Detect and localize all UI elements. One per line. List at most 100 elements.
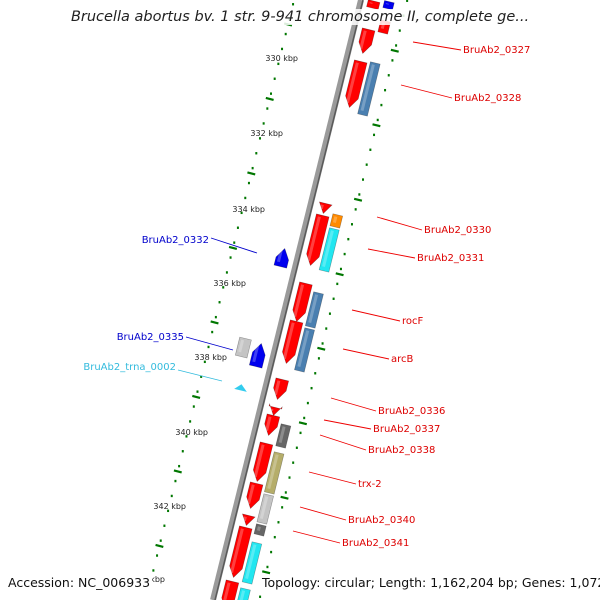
gene-label[interactable]: BruAb2_0336	[378, 406, 445, 417]
gene-block-0341[interactable]	[241, 541, 263, 585]
gene-label[interactable]: BruAb2_0331	[417, 253, 484, 264]
gene-arrow-0342[interactable]	[221, 579, 240, 600]
minor-tick	[218, 301, 221, 304]
gene-arrow-0341[interactable]	[229, 525, 253, 579]
gene-arrow-0336b[interactable]	[268, 402, 283, 417]
gene-arrow-0337[interactable]	[264, 413, 281, 437]
gene-block-0342[interactable]	[235, 587, 251, 600]
gene-arrow-arcb[interactable]	[282, 319, 304, 365]
label-leaders	[177, 41, 462, 544]
minor-tick	[203, 360, 206, 364]
gene-arrow-0338[interactable]	[252, 441, 274, 483]
gene-block-0337[interactable]	[275, 423, 292, 449]
gene-label[interactable]: BruAb2_0337	[373, 424, 440, 435]
gene-highlight	[360, 64, 375, 111]
leader-line	[308, 471, 357, 485]
minor-tick	[362, 178, 365, 181]
minor-tick	[211, 330, 214, 334]
gene-label[interactable]: trx-2	[358, 479, 382, 490]
gene-arrow-0328[interactable]	[345, 59, 368, 109]
genome-summary: Topology: circular; Length: 1,162,204 bp…	[262, 575, 600, 590]
gene-arrow-rocf[interactable]	[292, 281, 313, 323]
gene-label[interactable]: BruAb2_0328	[454, 93, 521, 104]
gene-arrow-0335[interactable]	[248, 342, 266, 369]
minor-tick	[178, 464, 181, 468]
minor-tick	[299, 431, 302, 435]
tick-label: 342 kbp	[153, 502, 186, 511]
gene-arrow-0336[interactable]	[273, 377, 289, 401]
major-tick	[353, 197, 363, 202]
minor-tick	[259, 595, 262, 598]
leader-line	[210, 237, 258, 254]
minor-tick	[395, 44, 398, 47]
minor-tick	[240, 211, 243, 215]
minor-tick	[284, 32, 287, 36]
gene-label[interactable]: BruAb2_0327	[463, 45, 530, 56]
tick-label: 338 kbp	[194, 353, 227, 362]
map-title: Brucella abortus bv. 1 str. 9-941 chromo…	[0, 9, 600, 25]
leader-line	[330, 397, 377, 412]
major-tick	[317, 346, 326, 351]
minor-tick	[343, 252, 346, 256]
gene-block-0331[interactable]	[318, 227, 340, 273]
gene-arrow-0330[interactable]	[306, 213, 330, 267]
gene-label[interactable]: BruAb2_0340	[348, 515, 415, 526]
leader-line	[177, 369, 223, 382]
gene-highlight	[239, 590, 246, 600]
minor-tick	[387, 74, 390, 77]
gene-label[interactable]: rocF	[402, 316, 424, 327]
gene-label[interactable]: BruAb2_0341	[342, 538, 409, 549]
minor-tick	[398, 29, 401, 32]
gene-arrow-trx2[interactable]	[246, 481, 264, 510]
gene-label[interactable]: BruAb2_trna_0002	[83, 362, 176, 373]
gene-label[interactable]: BruAb2_0332	[142, 235, 209, 246]
minor-tick	[384, 88, 387, 92]
major-tick	[210, 320, 219, 325]
major-tick	[335, 272, 344, 277]
trna-0002-glyph[interactable]	[234, 384, 247, 392]
gene-label[interactable]: BruAb2_0335	[117, 332, 184, 343]
gene-block-arcb[interactable]	[294, 327, 315, 373]
minor-tick	[152, 569, 155, 572]
gene-arrow-0329[interactable]	[318, 201, 333, 215]
minor-tick	[270, 550, 273, 554]
gene-label[interactable]: BruAb2_0330	[424, 225, 491, 236]
minor-tick	[225, 271, 228, 274]
minor-tick	[288, 476, 291, 479]
gene-block-0335[interactable]	[234, 336, 252, 359]
gene-highlight	[230, 528, 244, 574]
minor-tick	[174, 479, 177, 483]
gene-block-0330[interactable]	[329, 213, 344, 229]
minor-tick	[262, 122, 265, 125]
minor-tick	[167, 509, 170, 513]
minor-tick	[181, 450, 184, 453]
gene-arrow-0332[interactable]	[273, 247, 289, 269]
gene-block-trx2[interactable]	[256, 493, 274, 525]
gene-label[interactable]: arcB	[391, 354, 414, 365]
gene-highlight	[307, 216, 321, 262]
gene-block-rocf[interactable]	[304, 291, 324, 329]
gene-arrow-0327[interactable]	[358, 27, 376, 55]
minor-tick	[336, 282, 339, 286]
minor-tick	[292, 461, 295, 464]
minor-tick	[233, 241, 236, 244]
minor-tick	[247, 181, 250, 185]
leader-line	[323, 419, 372, 430]
leader-line	[299, 506, 347, 521]
gene-highlight	[256, 526, 261, 531]
gene-highlight	[242, 516, 247, 522]
gene-arrow-0340[interactable]	[241, 513, 256, 527]
tick-label: 340 kbp	[175, 428, 208, 437]
major-tick	[261, 570, 271, 575]
gene-block-0328[interactable]	[357, 61, 381, 117]
minor-tick	[406, 0, 409, 2]
minor-tick	[325, 327, 328, 330]
gene-highlight	[223, 582, 231, 600]
gene-block-0340[interactable]	[253, 523, 267, 537]
minor-tick	[214, 315, 217, 319]
gene-block-0338[interactable]	[264, 451, 285, 495]
minor-tick	[350, 223, 353, 226]
leader-line	[367, 248, 416, 259]
gene-label[interactable]: BruAb2_0338	[368, 445, 435, 456]
gene-features	[221, 0, 395, 600]
